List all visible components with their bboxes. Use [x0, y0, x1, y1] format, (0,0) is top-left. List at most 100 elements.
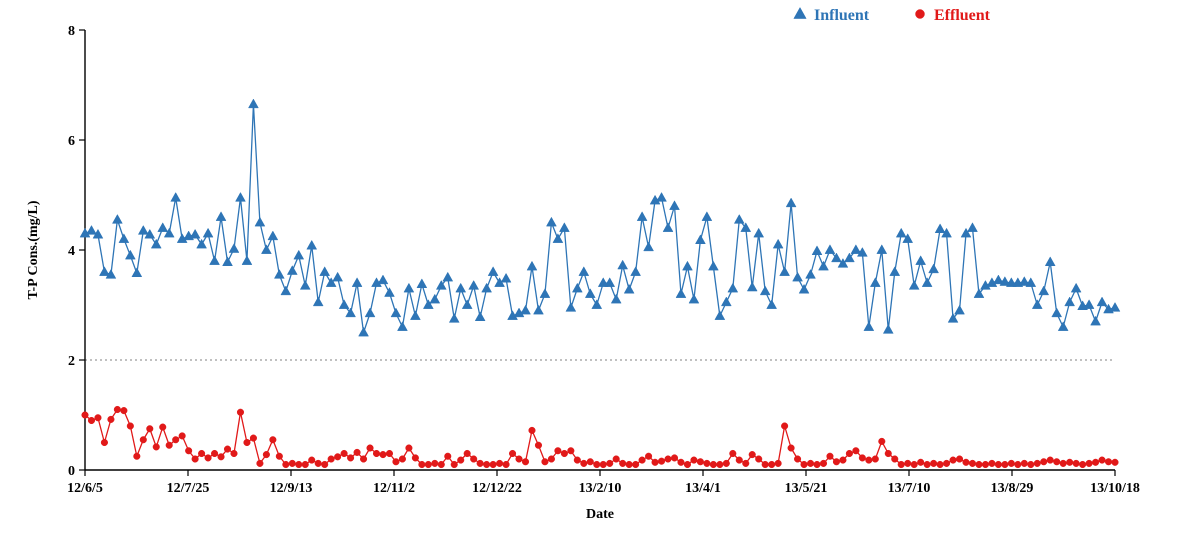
effluent-marker: [1105, 458, 1112, 465]
effluent-marker: [412, 455, 419, 462]
effluent-marker: [820, 460, 827, 467]
x-tick-label: 12/11/2: [373, 481, 415, 496]
effluent-marker: [1053, 458, 1060, 465]
effluent-marker: [393, 458, 400, 465]
effluent-marker: [619, 460, 626, 467]
effluent-marker: [509, 450, 516, 457]
y-tick-label: 2: [68, 354, 75, 369]
effluent-marker: [1027, 461, 1034, 468]
effluent-marker: [626, 461, 633, 468]
effluent-marker: [697, 458, 704, 465]
effluent-marker: [237, 409, 244, 416]
effluent-marker: [257, 460, 264, 467]
effluent-marker: [969, 460, 976, 467]
effluent-marker: [166, 442, 173, 449]
effluent-marker: [982, 461, 989, 468]
effluent-marker: [917, 459, 924, 466]
effluent-marker: [354, 449, 361, 456]
effluent-marker: [205, 455, 212, 462]
effluent-marker: [1002, 461, 1009, 468]
effluent-marker: [995, 461, 1002, 468]
effluent-marker: [386, 450, 393, 457]
effluent-marker: [347, 455, 354, 462]
effluent-marker: [380, 451, 387, 458]
effluent-marker: [878, 438, 885, 445]
effluent-marker: [859, 455, 866, 462]
effluent-marker: [555, 447, 562, 454]
effluent-marker: [548, 456, 555, 463]
x-tick-label: 13/4/1: [685, 481, 721, 496]
effluent-marker: [179, 433, 186, 440]
effluent-marker: [127, 423, 134, 430]
effluent-marker: [88, 417, 95, 424]
y-tick-label: 8: [68, 24, 75, 39]
effluent-marker: [1086, 460, 1093, 467]
effluent-marker: [853, 447, 860, 454]
effluent-marker: [717, 461, 724, 468]
effluent-marker: [516, 456, 523, 463]
effluent-marker: [916, 10, 925, 19]
effluent-marker: [438, 461, 445, 468]
effluent-marker: [963, 459, 970, 466]
effluent-marker: [108, 416, 115, 423]
effluent-marker: [432, 460, 439, 467]
effluent-marker: [153, 444, 160, 451]
x-tick-label: 12/7/25: [167, 481, 210, 496]
effluent-marker: [794, 456, 801, 463]
effluent-marker: [231, 450, 238, 457]
effluent-marker: [840, 457, 847, 464]
x-tick-label: 13/7/10: [888, 481, 931, 496]
effluent-marker: [593, 461, 600, 468]
effluent-marker: [360, 456, 367, 463]
effluent-marker: [581, 460, 588, 467]
effluent-marker: [1034, 460, 1041, 467]
effluent-marker: [781, 423, 788, 430]
effluent-marker: [613, 456, 620, 463]
effluent-marker: [885, 450, 892, 457]
effluent-marker: [950, 457, 957, 464]
effluent-marker: [289, 460, 296, 467]
y-tick-label: 0: [68, 464, 75, 479]
effluent-marker: [328, 456, 335, 463]
effluent-marker: [574, 457, 581, 464]
effluent-marker: [710, 461, 717, 468]
effluent-marker: [645, 453, 652, 460]
effluent-marker: [930, 460, 937, 467]
effluent-marker: [425, 461, 432, 468]
effluent-marker: [943, 460, 950, 467]
effluent-marker: [1099, 457, 1106, 464]
effluent-marker: [334, 454, 341, 461]
effluent-marker: [483, 461, 490, 468]
effluent-marker: [121, 407, 128, 414]
effluent-marker: [1047, 457, 1054, 464]
effluent-marker: [1073, 460, 1080, 467]
effluent-marker: [956, 456, 963, 463]
effluent-marker: [924, 461, 931, 468]
legend-label: Influent: [814, 7, 870, 24]
effluent-marker: [444, 453, 451, 460]
effluent-marker: [192, 456, 199, 463]
effluent-marker: [891, 456, 898, 463]
effluent-marker: [755, 456, 762, 463]
effluent-marker: [140, 436, 147, 443]
effluent-marker: [308, 457, 315, 464]
effluent-marker: [399, 456, 406, 463]
effluent-marker: [652, 459, 659, 466]
effluent-marker: [159, 424, 166, 431]
effluent-marker: [639, 457, 646, 464]
effluent-marker: [302, 461, 309, 468]
effluent-marker: [866, 457, 873, 464]
effluent-marker: [1040, 458, 1047, 465]
effluent-marker: [1060, 460, 1067, 467]
effluent-marker: [665, 456, 672, 463]
effluent-marker: [250, 435, 257, 442]
effluent-marker: [101, 439, 108, 446]
x-tick-label: 12/9/13: [270, 481, 313, 496]
x-tick-label: 13/8/29: [991, 481, 1034, 496]
effluent-marker: [1015, 461, 1022, 468]
effluent-marker: [742, 460, 749, 467]
effluent-marker: [211, 450, 218, 457]
effluent-marker: [937, 461, 944, 468]
effluent-marker: [82, 412, 89, 419]
effluent-marker: [146, 425, 153, 432]
